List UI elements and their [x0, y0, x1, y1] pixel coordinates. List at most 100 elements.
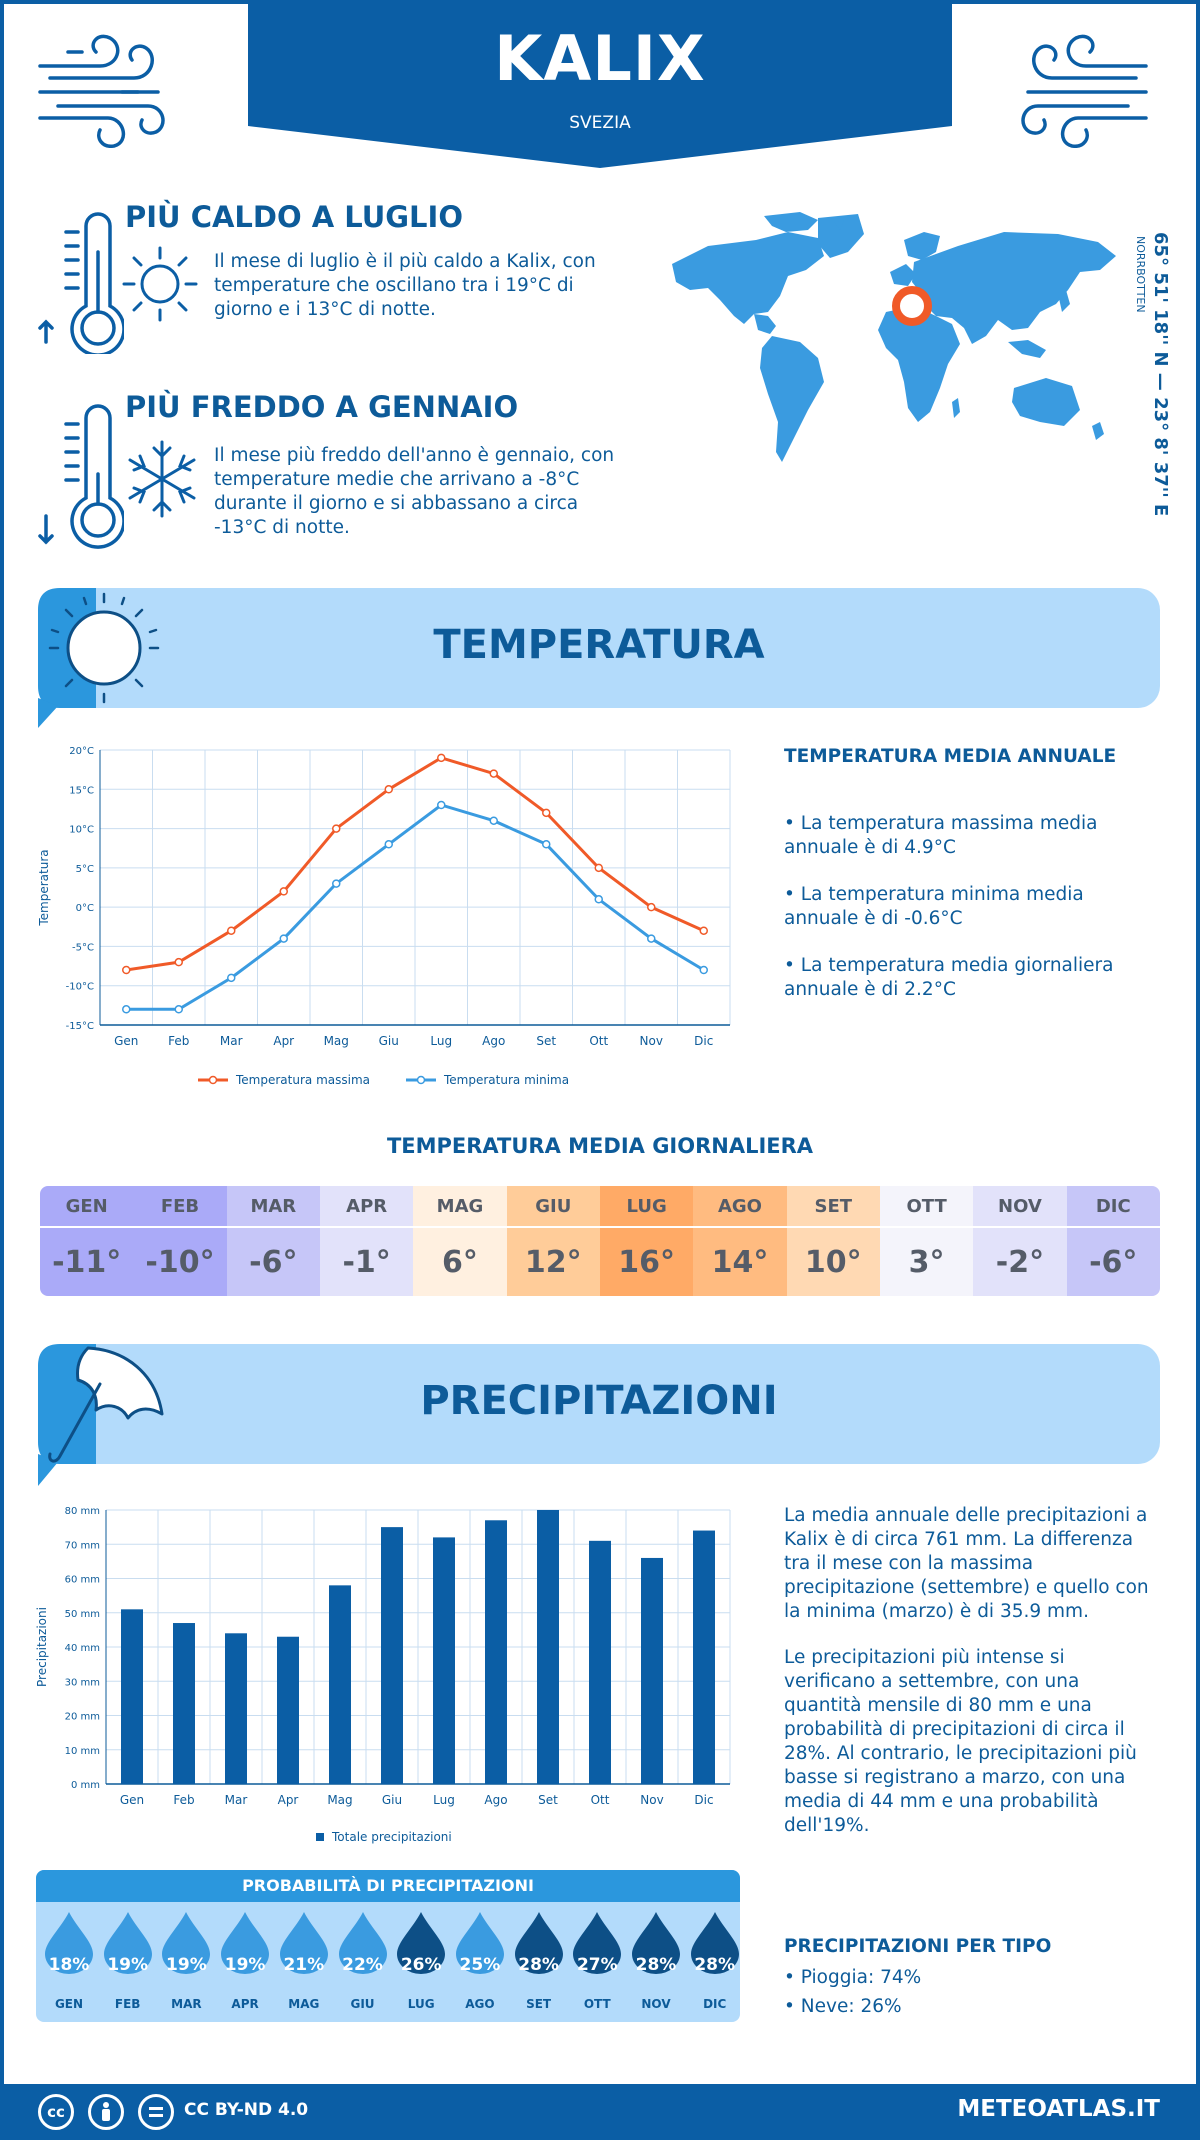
precip-paragraph-2: Le precipitazioni più intense si verific… — [784, 1647, 1137, 1836]
series-line-1 — [126, 803, 705, 1011]
x-tick-label: Nov — [640, 1793, 663, 1807]
raindrop-icon — [514, 1912, 563, 1974]
data-point — [122, 1005, 131, 1014]
bar — [589, 1540, 611, 1784]
y-tick-label: 70 mm — [65, 1540, 100, 1551]
daily-temp-month: MAR — [250, 1195, 297, 1217]
legend-label: Temperatura massima — [235, 1073, 370, 1087]
x-tick-label: Mag — [324, 1034, 349, 1048]
y-tick-label: 20 mm — [65, 1712, 100, 1723]
y-tick-label: 5°C — [76, 864, 94, 875]
data-point — [594, 863, 603, 873]
precip-probability-month: MAG — [288, 1997, 320, 2011]
page-title: KALIX — [494, 22, 706, 95]
precip-probability-month: SET — [526, 1997, 552, 2011]
raindrop-icon — [45, 1912, 93, 1974]
precip-probability-month: DIC — [703, 1997, 727, 2011]
bar — [225, 1633, 247, 1784]
sun-section-icon — [38, 588, 160, 728]
data-point — [699, 926, 708, 935]
bar — [329, 1585, 351, 1784]
data-point — [542, 840, 551, 849]
data-point — [174, 957, 183, 967]
data-point — [647, 934, 656, 943]
daily-temp-cell: NOV -2° — [973, 1186, 1067, 1296]
raindrop-icon — [103, 1912, 152, 1974]
raindrop-icon — [221, 1912, 270, 1974]
daily-temp-month: AGO — [717, 1195, 762, 1217]
y-tick-label: 50 mm — [65, 1609, 100, 1620]
header-banner — [248, 0, 952, 168]
x-tick-label: Apr — [278, 1793, 299, 1807]
x-tick-label: Lug — [433, 1793, 455, 1807]
raindrop-icon — [573, 1912, 622, 1974]
daily-temp-month: LUG — [626, 1195, 667, 1217]
precip-probability-value: 25% — [459, 1955, 501, 1975]
precip-probability-value: 18% — [48, 1955, 90, 1975]
daily-temp-value: 10° — [786, 1226, 880, 1296]
daily-temp-cell: GIU 12° — [506, 1186, 600, 1296]
data-point — [489, 769, 498, 778]
precip-probability-value: 19% — [166, 1955, 207, 1975]
data-point — [227, 973, 236, 983]
wind-icon-right — [1021, 34, 1148, 148]
y-tick-label: 15°C — [69, 785, 94, 796]
y-tick-label: 80 mm — [65, 1506, 100, 1517]
bar — [121, 1609, 143, 1784]
raindrop-icon — [279, 1912, 328, 1974]
data-point — [437, 753, 446, 763]
daily-temp-month: GEN — [65, 1195, 108, 1217]
legend-label: Temperatura minima — [443, 1073, 569, 1087]
precip-probability-value: 19% — [107, 1955, 149, 1975]
y-axis-label: Precipitazioni — [35, 1607, 49, 1687]
daily-temp-month: SET — [814, 1195, 853, 1217]
x-tick-label: Apr — [273, 1034, 294, 1048]
license-label[interactable]: CC BY-ND 4.0 — [184, 2100, 309, 2120]
daily-temp-value: -11° — [40, 1226, 134, 1296]
x-tick-label: Nov — [640, 1034, 663, 1048]
daily-temp-value: -2° — [973, 1226, 1067, 1296]
precip-probability-month: NOV — [641, 1997, 671, 2011]
site-link[interactable]: METEOATLAS.IT — [957, 2096, 1160, 2122]
sun-icon — [122, 246, 198, 322]
y-tick-label: -5°C — [72, 942, 94, 953]
data-point — [279, 887, 288, 896]
x-tick-label: Lug — [430, 1034, 452, 1048]
x-tick-label: Dic — [694, 1793, 713, 1807]
x-tick-label: Mar — [220, 1034, 243, 1048]
daily-temp-cell: SET 10° — [786, 1186, 880, 1296]
precip-probability-month: APR — [231, 1997, 259, 2011]
data-point — [122, 965, 131, 975]
x-tick-label: Dic — [694, 1034, 713, 1048]
daily-temp-month: FEB — [160, 1195, 200, 1217]
x-tick-label: Set — [536, 1034, 556, 1048]
precip-section-title: PRECIPITAZIONI — [420, 1378, 778, 1424]
bar — [277, 1636, 299, 1784]
daily-temp-cell: FEB -10° — [133, 1186, 227, 1296]
precip-probability-value: 28% — [694, 1955, 736, 1975]
raindrop-icon — [690, 1912, 739, 1974]
precip-type-snow: • Neve: 26% — [784, 1996, 902, 2017]
daily-temp-cell: AGO 14° — [693, 1186, 787, 1296]
y-tick-label: 0°C — [76, 903, 94, 914]
daily-temp-value: -1° — [319, 1226, 414, 1296]
daily-temp-month: MAG — [436, 1195, 484, 1217]
bar — [537, 1510, 559, 1784]
thermometer-hot-icon — [38, 212, 124, 354]
data-point — [227, 926, 236, 935]
daily-temp-value: 14° — [693, 1226, 787, 1296]
legend-marker — [208, 1075, 218, 1085]
daily-temp-month: NOV — [998, 1195, 1042, 1217]
y-tick-label: 10°C — [69, 825, 94, 836]
world-map — [672, 212, 1116, 462]
annual-temp-min: • La temperatura minima media annuale è … — [784, 884, 1084, 929]
temperature-section-bar — [38, 588, 1160, 708]
x-tick-label: Ott — [591, 1793, 610, 1807]
precip-probability-value: 28% — [635, 1955, 677, 1975]
bar — [433, 1537, 455, 1784]
daily-temp-cell: MAG 6° — [413, 1186, 507, 1296]
precip-paragraph-1: La media annuale delle precipitazioni a … — [784, 1505, 1149, 1622]
precip-probability-value: 21% — [283, 1955, 325, 1975]
annual-temp-title: TEMPERATURA MEDIA ANNUALE — [784, 746, 1117, 767]
raindrop-icon — [338, 1912, 387, 1974]
